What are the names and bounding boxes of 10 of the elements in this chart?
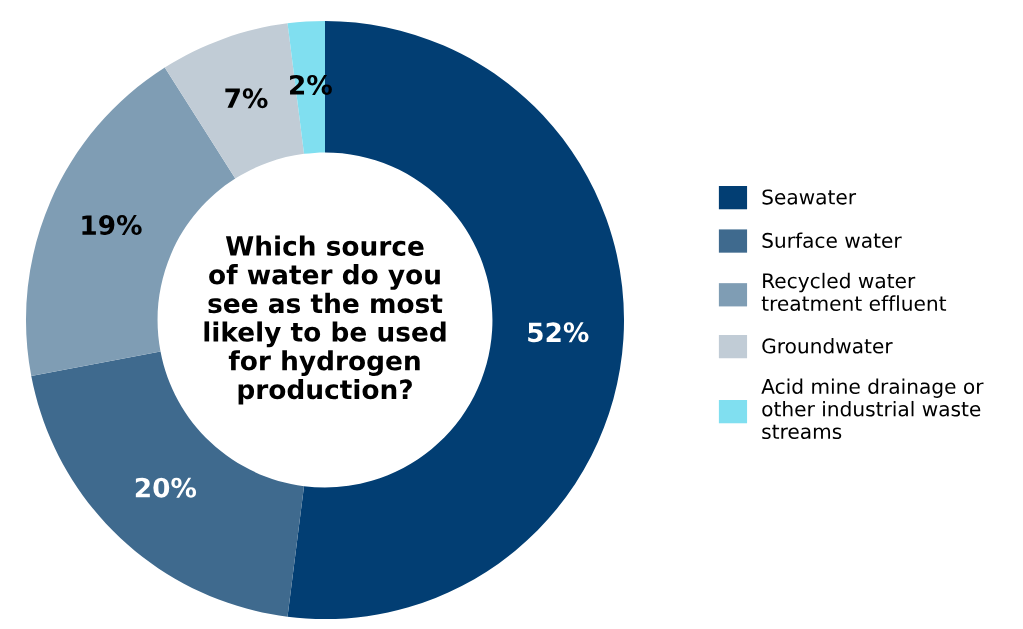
data-label: 19%: [82, 215, 142, 236]
data-label: 7%: [225, 88, 268, 109]
legend-label: Recycled water treatment effluent: [761, 272, 947, 311]
text: Which source of water do you see as the most likely to be used for hydrogen production?: [204, 235, 446, 405]
legend-label: Groundwater: [762, 338, 893, 354]
data-label: 52%: [528, 322, 589, 343]
legend-label: Surface water: [762, 232, 902, 249]
legend-label: Acid mine drainage or other industrial waste streams: [761, 378, 984, 440]
legend-label: Seawater: [762, 189, 857, 205]
data-label: 20%: [135, 477, 197, 498]
